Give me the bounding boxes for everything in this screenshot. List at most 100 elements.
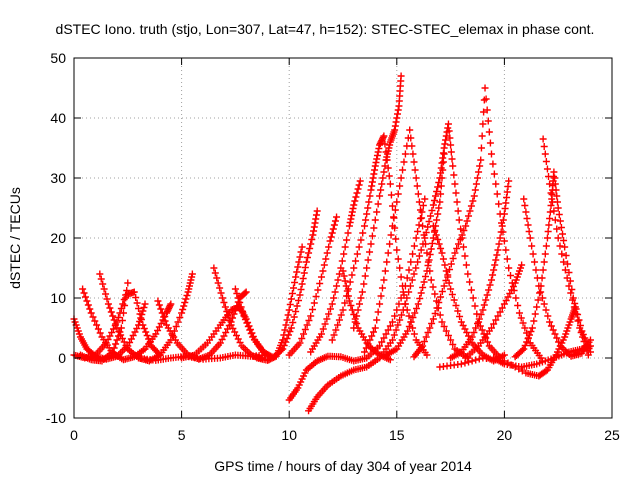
data-point-marker [551,216,559,224]
data-point-marker [427,276,435,284]
data-point-marker [379,134,387,141]
data-point-marker [237,303,245,311]
data-point-marker [419,240,427,248]
data-point-marker [247,330,255,337]
data-point-marker [567,289,575,297]
data-point-marker [368,178,376,186]
data-point-marker [214,279,222,287]
data-point-marker [89,313,97,321]
data-point-marker [478,326,486,334]
data-point-marker [512,294,520,302]
data-point-marker [289,319,297,326]
data-point-marker [282,338,290,346]
data-point-marker [457,360,465,368]
data-point-marker [317,330,325,338]
data-point-marker [361,348,369,356]
data-point-marker [391,206,399,214]
data-point-marker [370,170,378,178]
data-point-marker [419,222,427,230]
data-point-marker [330,221,338,229]
y-tick-label: -10 [46,410,66,426]
data-point-marker [386,240,394,248]
data-point-marker [357,236,365,244]
data-point-marker [487,276,495,284]
data-point-marker [371,216,379,224]
data-point-marker [430,197,438,204]
data-point-marker [546,180,554,188]
data-point-marker [363,210,371,218]
data-point-marker [435,299,443,306]
data-point-marker [392,326,400,334]
data-point-marker [351,315,359,323]
data-point-marker [561,266,569,274]
data-point-marker [489,271,497,279]
data-point-marker [351,197,359,205]
data-point-marker [448,291,456,298]
y-tick-label: 30 [50,170,66,186]
data-point-marker [322,255,330,263]
data-point-marker [408,142,416,150]
data-point-marker [348,208,356,216]
data-point-marker [319,325,327,333]
data-point-marker [522,208,530,216]
data-point-marker [346,278,354,286]
data-point-marker [467,202,475,210]
data-point-marker [500,237,508,245]
data-point-marker [91,317,99,325]
y-tick-label: 40 [50,110,66,126]
data-point-marker [518,346,526,354]
data-point-marker [524,335,532,342]
data-point-marker [344,292,352,300]
data-point-marker [428,207,436,214]
data-point-marker [453,198,461,206]
data-point-marker [472,324,480,332]
data-point-marker [79,285,87,293]
data-point-marker [354,185,362,193]
data-point-marker [545,221,553,229]
data-point-marker [361,272,369,280]
data-point-marker [499,216,507,224]
data-point-marker [454,240,462,248]
data-point-marker [436,311,444,319]
data-point-marker [498,304,506,312]
data-point-marker [353,320,361,327]
x-tick-label: 15 [389,427,405,443]
data-point-marker [425,218,433,225]
data-point-marker [234,294,242,302]
data-point-marker [470,192,478,200]
data-point-marker [547,202,555,209]
data-point-marker [371,162,379,170]
data-point-marker [358,288,366,296]
data-point-marker [388,318,396,326]
data-point-marker [433,304,441,312]
data-point-marker [118,317,126,324]
data-point-marker [347,215,355,223]
data-point-marker [113,336,121,344]
data-point-marker [452,189,460,197]
data-point-marker [80,289,88,297]
data-point-marker [447,141,455,149]
data-point-marker [505,264,513,272]
data-point-marker [337,311,345,319]
data-point-marker [414,228,422,235]
data-point-marker [439,166,447,174]
data-series-group [307,177,364,356]
data-point-marker [355,300,363,308]
data-point-marker [112,340,120,348]
data-point-marker [504,183,512,190]
data-point-marker [328,229,336,237]
data-point-marker [403,294,411,302]
data-point-marker [406,126,414,134]
data-point-marker [394,321,402,329]
data-series-group [447,177,513,362]
data-point-marker [376,300,384,308]
data-point-marker [540,143,548,150]
data-point-marker [400,158,408,166]
data-point-marker [420,278,428,286]
data-point-marker [297,248,305,256]
data-point-marker [124,279,132,287]
data-point-marker [136,310,144,318]
data-point-marker [397,273,405,281]
data-point-marker [483,106,491,114]
